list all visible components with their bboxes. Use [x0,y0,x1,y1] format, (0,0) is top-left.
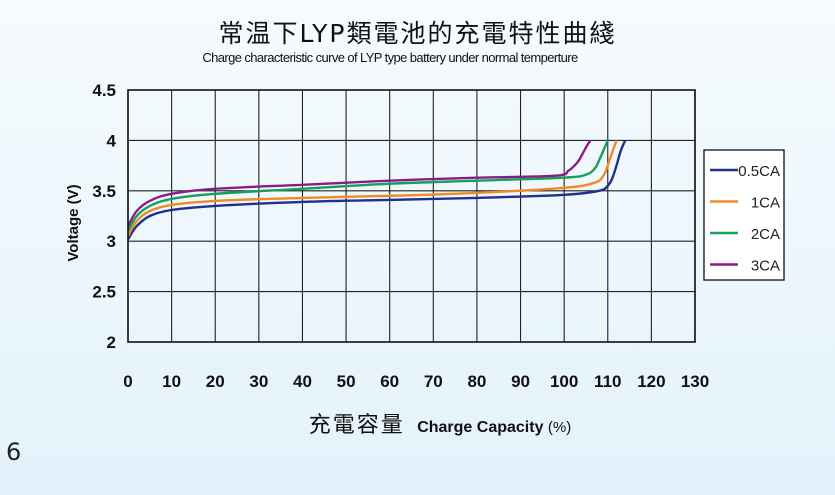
legend-label: 3CA [751,258,780,275]
x-tick-label: 90 [511,372,530,391]
chart-title: 常温下LYP類電池的充電特性曲綫 [218,19,617,48]
x-axis-label-zh: 充電容量 [309,413,405,438]
y-tick-label: 4 [107,131,117,150]
y-tick-label: 3.5 [92,182,116,201]
x-tick-label: 40 [293,372,312,391]
series-line-1ca [126,140,618,237]
x-tick-label: 30 [249,372,268,391]
y-tick-label: 3 [107,232,116,251]
legend-label: 1CA [751,195,780,212]
legend-box [703,149,785,281]
x-axis-label-unit: (%) [548,419,571,436]
x-tick-label: 80 [467,372,486,391]
chart-grid [127,89,696,343]
legend-label: 2CA [751,226,780,243]
x-tick-label: 50 [337,372,356,391]
x-tick-label: 0 [123,372,132,391]
x-tick-label: 70 [424,372,443,391]
y-axis-label: Voltage (V) [65,184,82,261]
x-tick-label: 100 [550,372,578,391]
page-number: 6 [6,438,22,466]
legend: 0.5CA 1CA 2CA 3CA [703,149,785,281]
y-tick-label: 2 [107,333,116,352]
x-axis-label-en: Charge Capacity [417,419,543,436]
series-layer [126,139,627,240]
chart-subtitle: Charge characteristic curve of LYP type … [202,50,578,65]
y-tick-label: 4.5 [92,81,116,100]
y-tick-labels: 2 2.5 3 3.5 4 4.5 [92,81,116,352]
x-tick-label: 20 [206,372,225,391]
x-tick-label: 130 [681,372,709,391]
y-tick-label: 2.5 [92,283,116,302]
x-tick-label: 10 [162,372,181,391]
series-line-0.5ca [126,139,627,240]
legend-label: 0.5CA [738,163,780,180]
x-tick-labels: 0 10 20 30 40 50 60 70 80 90 100 110 120 130 [123,372,709,391]
x-tick-label: 60 [380,372,399,391]
plot-frame [127,89,696,343]
x-tick-label: 110 [594,372,621,391]
x-axis-label: 充電容量 Charge Capacity (%) [309,413,572,438]
series-line-2ca [126,139,609,232]
series-line-3ca [126,139,592,227]
x-tick-label: 120 [637,372,665,391]
